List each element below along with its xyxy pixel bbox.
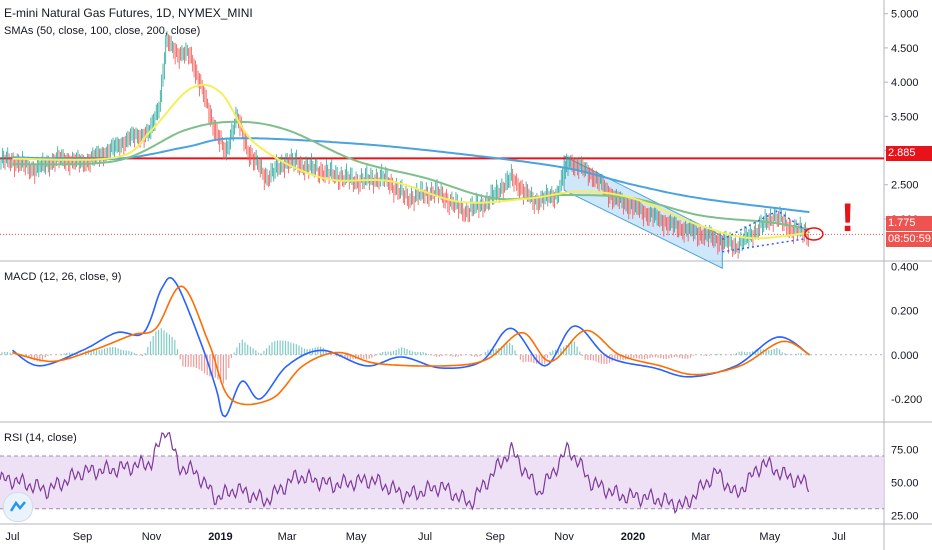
macd-pane[interactable]	[0, 276, 884, 418]
logo-icon	[9, 500, 26, 512]
time-tick-label: 2019	[208, 531, 232, 543]
macd-tick-label: 0.400	[891, 261, 919, 273]
time-tick-label: May	[759, 531, 780, 543]
sma-legend: SMAs (50, close, 100, close, 200, close)	[4, 25, 201, 37]
alert-exclamation: !	[841, 196, 855, 240]
time-tick-label: Mar	[278, 531, 297, 543]
time-tick-label: Jul	[418, 531, 432, 543]
price-tick-label: 4.500	[891, 43, 919, 55]
axes: 5.0004.5004.0003.5003.0002.5002.0000.400…	[5, 9, 922, 543]
macd-tick-label: 0.000	[891, 350, 919, 362]
time-tick-label: 2020	[621, 531, 645, 543]
time-tick-label: Mar	[691, 531, 710, 543]
rsi-legend: RSI (14, close)	[4, 432, 77, 444]
countdown-tag: 08:50:59	[886, 232, 932, 247]
sma200-line	[12, 137, 810, 214]
resistance-price-tag: 2.885	[886, 146, 932, 161]
rsi-line	[0, 432, 810, 515]
macd-tick-label: -0.200	[891, 394, 922, 406]
time-tick-label: May	[346, 531, 367, 543]
rsi-tick-label: 25.00	[891, 510, 919, 522]
time-tick-label: Nov	[554, 531, 574, 543]
last-price-tag: 1.775	[886, 216, 932, 231]
price-tick-label: 2.500	[891, 180, 919, 192]
chart-title: E-mini Natural Gas Futures, 1D, NYMEX_MI…	[4, 6, 253, 20]
macd-tick-label: 0.200	[891, 306, 919, 318]
time-tick-label: Jul	[5, 531, 19, 543]
time-tick-label: Jul	[832, 531, 846, 543]
price-tick-label: 4.000	[891, 77, 919, 89]
macd-line	[11, 276, 810, 418]
sma50-line	[12, 83, 810, 240]
price-tick-label: 5.000	[891, 9, 919, 21]
rsi-tick-label: 75.00	[891, 444, 919, 456]
time-tick-label: Sep	[73, 531, 93, 543]
triangle-top	[722, 209, 810, 241]
price-tick-label: 3.500	[891, 111, 919, 123]
time-tick-label: Nov	[142, 531, 162, 543]
rsi-pane[interactable]	[0, 432, 884, 515]
rsi-tick-label: 50.00	[891, 477, 919, 489]
signal-line	[12, 285, 810, 406]
price-pane[interactable]	[0, 31, 884, 270]
sma100-line	[12, 120, 810, 231]
tradingview-logo[interactable]	[3, 492, 33, 522]
macd-legend: MACD (12, 26, close, 9)	[4, 271, 122, 283]
apex-circle	[804, 227, 824, 241]
time-tick-label: Sep	[485, 531, 505, 543]
